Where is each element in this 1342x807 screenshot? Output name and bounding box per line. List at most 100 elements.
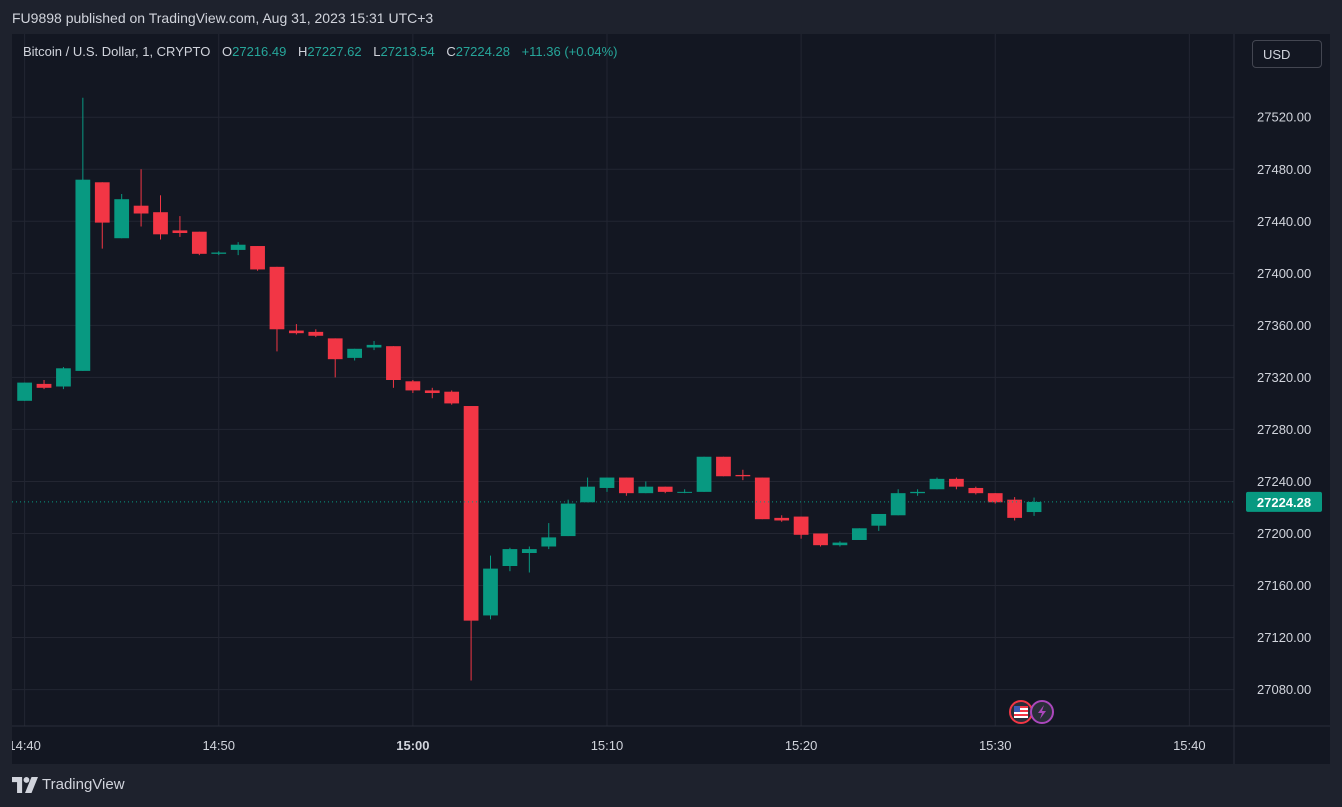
candle[interactable] — [250, 246, 265, 271]
candle[interactable] — [619, 477, 634, 496]
price-tick-label: 27080.00 — [1257, 682, 1311, 697]
chart-frame[interactable]: 27080.00 27120.00 27160.00 27200.00 27240.00… — [12, 34, 1330, 764]
candle[interactable] — [599, 477, 615, 492]
candle[interactable] — [716, 456, 731, 477]
price-tick-label: 27440.00 — [1257, 214, 1311, 229]
us-flag-icon[interactable] — [1009, 700, 1033, 724]
candle-body — [17, 382, 32, 401]
candle[interactable] — [75, 97, 91, 371]
candle-body — [366, 344, 382, 348]
candle[interactable] — [890, 489, 906, 516]
candle-body — [114, 199, 130, 239]
candle[interactable] — [949, 477, 964, 490]
candle-body — [677, 491, 693, 493]
candle[interactable] — [929, 477, 945, 490]
candle-body — [1026, 501, 1042, 513]
candle[interactable] — [657, 486, 673, 494]
candle[interactable] — [114, 193, 130, 239]
candle-body — [619, 477, 634, 494]
candle-body — [75, 179, 91, 371]
candle-body — [172, 230, 188, 234]
candle-body — [638, 486, 654, 494]
candle-body — [327, 338, 343, 360]
price-tick-label: 27520.00 — [1257, 110, 1311, 125]
candle[interactable] — [405, 380, 421, 394]
candle[interactable] — [483, 555, 498, 620]
candle[interactable] — [910, 489, 925, 496]
time-tick-label: 15:10 — [591, 738, 624, 753]
candle[interactable] — [968, 486, 984, 495]
candle[interactable] — [813, 533, 828, 547]
candle[interactable] — [444, 390, 460, 405]
candle[interactable] — [36, 380, 52, 390]
candle-body — [929, 478, 945, 490]
time-tick-label: 14:40 — [12, 738, 41, 753]
candle[interactable] — [696, 456, 712, 492]
candle[interactable] — [94, 182, 110, 249]
candle[interactable] — [1007, 497, 1023, 521]
last-price-tag-layer: 27224.28 — [1246, 491, 1322, 512]
candle[interactable] — [774, 515, 790, 522]
symbol-legend: Bitcoin / U.S. Dollar, 1, CRYPTO O27216.… — [23, 44, 617, 59]
candle[interactable] — [347, 348, 363, 361]
candle[interactable] — [987, 493, 1003, 504]
candle-body — [211, 252, 227, 254]
open-label: O — [222, 44, 233, 59]
time-tick-label: 15:30 — [979, 738, 1012, 753]
tradingview-brand[interactable]: TradingView — [12, 776, 125, 793]
candle[interactable] — [754, 477, 770, 520]
candle[interactable] — [172, 216, 188, 237]
candle[interactable] — [1026, 497, 1042, 516]
candle-body — [502, 549, 518, 567]
candle[interactable] — [521, 546, 537, 573]
candle[interactable] — [327, 338, 343, 378]
candle[interactable] — [502, 547, 518, 572]
symbol-name[interactable]: Bitcoin / U.S. Dollar, 1, CRYPTO — [23, 44, 211, 59]
candle[interactable] — [560, 499, 576, 537]
candle[interactable] — [308, 329, 324, 338]
time-tick-label: 14:50 — [202, 738, 235, 753]
candle-body — [133, 205, 149, 214]
currency-button[interactable]: USD — [1252, 40, 1322, 68]
candle[interactable] — [17, 382, 32, 401]
candle-body — [94, 182, 110, 223]
candle[interactable] — [269, 266, 285, 352]
candle[interactable] — [541, 523, 557, 550]
candle[interactable] — [424, 387, 440, 399]
time-tick-label: 15:00 — [396, 738, 429, 753]
tradingview-logo-icon — [12, 776, 38, 793]
price-tick-label: 27200.00 — [1257, 526, 1311, 541]
candle[interactable] — [386, 346, 401, 388]
candle-body — [793, 516, 809, 535]
candle[interactable] — [153, 195, 168, 240]
candles-layer — [17, 97, 1042, 681]
candle[interactable] — [191, 231, 207, 256]
candle[interactable] — [580, 477, 595, 503]
candle[interactable] — [133, 169, 149, 227]
candle-body — [580, 486, 595, 503]
candle-body — [560, 503, 576, 537]
candle[interactable] — [56, 366, 71, 390]
candle-body — [289, 330, 304, 334]
candle[interactable] — [366, 340, 382, 351]
change-value: +11.36 (+0.04%) — [521, 44, 618, 59]
candle[interactable] — [871, 513, 887, 531]
candle[interactable] — [638, 481, 654, 494]
candle-body — [716, 456, 731, 477]
candlestick-chart[interactable]: 27080.00 27120.00 27160.00 27200.00 27240.00… — [12, 34, 1330, 764]
publish-line: FU9898 published on TradingView.com, Aug… — [12, 10, 434, 26]
candle[interactable] — [211, 251, 227, 256]
candle[interactable] — [289, 324, 304, 335]
lightning-icon[interactable] — [1030, 700, 1054, 724]
price-tick-label: 27480.00 — [1257, 162, 1311, 177]
candle[interactable] — [735, 469, 751, 481]
candle[interactable] — [230, 242, 246, 256]
time-tick-label: 15:20 — [785, 738, 818, 753]
candle[interactable] — [793, 516, 809, 539]
price-tick-label: 27280.00 — [1257, 422, 1311, 437]
candle[interactable] — [677, 489, 693, 494]
candle[interactable] — [463, 406, 479, 681]
candle[interactable] — [851, 528, 867, 540]
candle[interactable] — [832, 541, 848, 547]
candle-body — [521, 549, 537, 553]
